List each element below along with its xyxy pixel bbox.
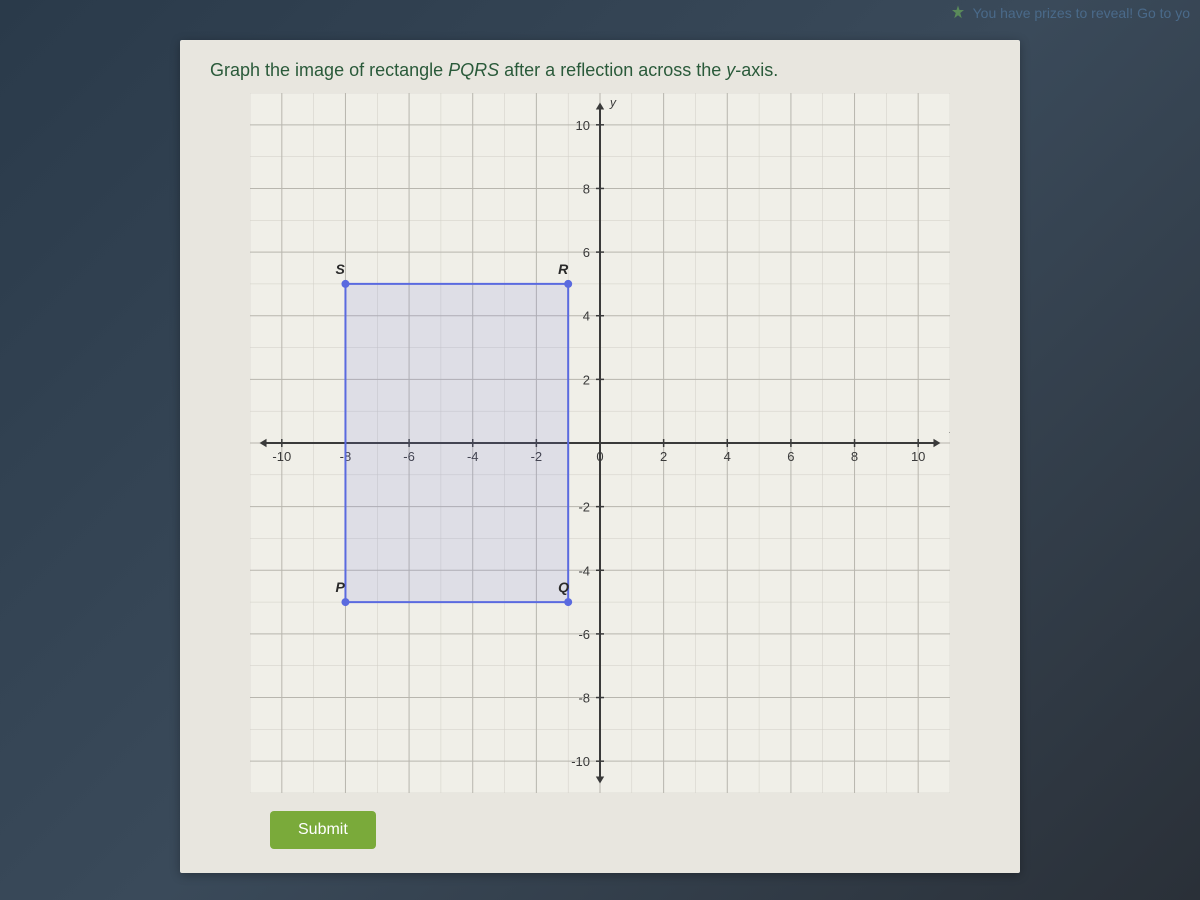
- instruction-suffix2: -axis.: [735, 60, 778, 80]
- vertex-p[interactable]: [341, 598, 349, 606]
- svg-text:0: 0: [596, 449, 603, 464]
- svg-text:6: 6: [583, 245, 590, 260]
- svg-text:4: 4: [583, 309, 590, 324]
- instruction-text: Graph the image of rectangle PQRS after …: [210, 60, 990, 81]
- vertex-label-q: Q: [558, 579, 569, 595]
- svg-text:-6: -6: [578, 627, 590, 642]
- vertex-label-s: S: [335, 261, 345, 277]
- svg-text:-4: -4: [578, 563, 590, 578]
- rectangle-pqrs[interactable]: [345, 284, 568, 602]
- vertex-r[interactable]: [564, 280, 572, 288]
- svg-text:10: 10: [576, 118, 590, 133]
- svg-text:-10: -10: [272, 449, 291, 464]
- prize-notification-text: You have prizes to reveal! Go to yo: [973, 5, 1190, 21]
- svg-text:y: y: [609, 96, 617, 110]
- svg-text:-8: -8: [578, 691, 590, 706]
- problem-card: Graph the image of rectangle PQRS after …: [180, 40, 1020, 873]
- vertex-s[interactable]: [341, 280, 349, 288]
- coordinate-graph[interactable]: xy-10-8-6-4-20246810-10-8-6-4-2246810PQR…: [250, 93, 950, 793]
- svg-text:2: 2: [583, 372, 590, 387]
- svg-text:8: 8: [851, 449, 858, 464]
- svg-text:4: 4: [724, 449, 731, 464]
- svg-text:-2: -2: [578, 500, 590, 515]
- prize-notification[interactable]: You have prizes to reveal! Go to yo: [949, 4, 1190, 22]
- vertex-label-p: P: [335, 579, 345, 595]
- vertex-label-r: R: [558, 261, 569, 277]
- instruction-shape: PQRS: [448, 60, 499, 80]
- graph-container: xy-10-8-6-4-20246810-10-8-6-4-2246810PQR…: [210, 93, 990, 793]
- svg-text:2: 2: [660, 449, 667, 464]
- prize-icon: [949, 4, 967, 22]
- instruction-prefix: Graph the image of rectangle: [210, 60, 448, 80]
- svg-text:x: x: [949, 422, 950, 436]
- svg-text:-10: -10: [571, 754, 590, 769]
- svg-text:6: 6: [787, 449, 794, 464]
- instruction-suffix: after a reflection across the: [499, 60, 726, 80]
- svg-text:10: 10: [911, 449, 925, 464]
- submit-button[interactable]: Submit: [270, 811, 376, 849]
- vertex-q[interactable]: [564, 598, 572, 606]
- svg-text:8: 8: [583, 181, 590, 196]
- instruction-axis: y: [726, 60, 735, 80]
